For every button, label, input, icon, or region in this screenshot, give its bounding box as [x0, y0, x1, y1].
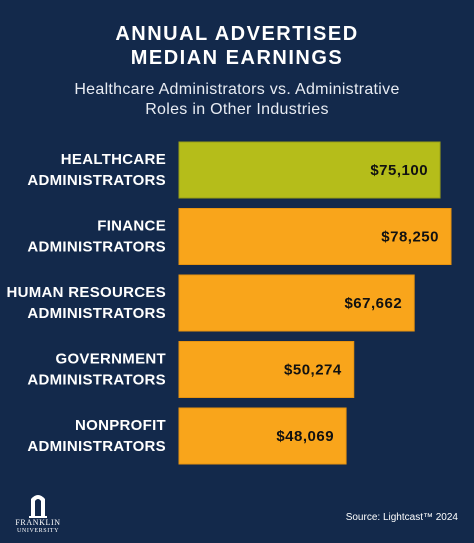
category-label-0-line-1: ADMINISTRATORS	[27, 172, 166, 189]
bar-0	[178, 141, 441, 199]
bar-value-label-4: $48,069	[276, 428, 334, 445]
logo-line-2: UNIVERSITY	[17, 528, 59, 534]
bar-value-label-3: $50,274	[284, 362, 342, 379]
logo-line-1: FRANKLIN	[15, 518, 61, 527]
category-label-1-line-1: ADMINISTRATORS	[27, 239, 166, 256]
chart-subtitle: Healthcare Administrators vs. Administra…	[0, 80, 474, 120]
bar-value-label-0: $75,100	[370, 162, 428, 179]
franklin-logo: FRANKLIN UNIVERSITY	[10, 489, 66, 535]
category-label-0-line-0: HEALTHCARE	[61, 151, 166, 168]
subtitle-line-1: Healthcare Administrators vs. Administra…	[74, 81, 400, 98]
title-line-1: ANNUAL ADVERTISED	[115, 23, 359, 45]
category-label-4-line-0: NONPROFIT	[75, 417, 166, 434]
bar-4	[178, 407, 347, 465]
category-label-3-line-1: ADMINISTRATORS	[27, 372, 166, 389]
category-label-4-line-1: ADMINISTRATORS	[27, 438, 166, 455]
category-label-1-line-0: FINANCE	[97, 218, 166, 235]
bar-2	[178, 274, 415, 332]
bar-value-label-2: $67,662	[344, 295, 402, 312]
source-note: Source: Lightcast™ 2024	[345, 512, 458, 523]
logo-wordmark: FRANKLIN UNIVERSITY	[10, 519, 66, 535]
bar-1	[178, 208, 452, 265]
category-label-2-line-1: ADMINISTRATORS	[27, 305, 166, 322]
chart-title: ANNUAL ADVERTISED MEDIAN EARNINGS	[0, 22, 474, 70]
category-label-2-line-0: HUMAN RESOURCES	[6, 284, 166, 301]
subtitle-line-2: Roles in Other Industries	[145, 101, 329, 118]
category-label-3-line-0: GOVERNMENT	[55, 351, 166, 368]
bar-value-label-1: $78,250	[381, 229, 439, 246]
franklin-arch-icon	[29, 495, 47, 518]
title-line-2: MEDIAN EARNINGS	[130, 47, 344, 69]
bar-3	[178, 341, 355, 398]
